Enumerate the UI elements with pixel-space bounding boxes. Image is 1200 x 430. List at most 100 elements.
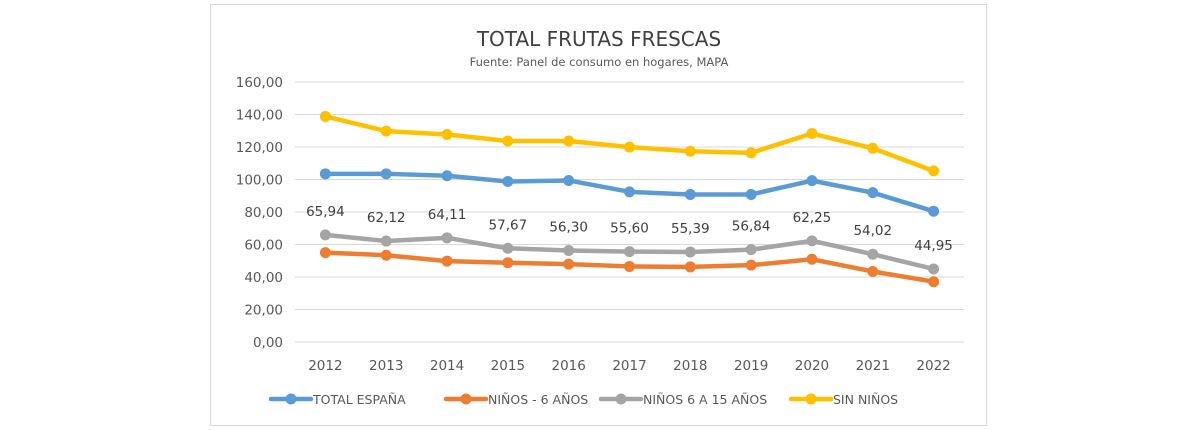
data-point <box>624 186 635 198</box>
data-point <box>928 165 940 177</box>
y-tick-label: 20,00 <box>244 303 283 319</box>
legend-label: SIN NIÑOS <box>833 392 898 407</box>
data-labels: 65,94 62,12 64,11 57,67 56,30 55,60 55,39 56,84… <box>306 204 953 254</box>
data-point <box>684 145 696 157</box>
data-point <box>806 128 818 140</box>
data-point <box>806 253 818 265</box>
data-point <box>867 265 879 277</box>
series-niños-6-años <box>319 247 940 288</box>
data-point <box>502 257 514 269</box>
legend-item: NIÑOS - 6 AÑOS <box>443 392 588 407</box>
data-point <box>441 232 453 244</box>
data-point <box>806 175 818 187</box>
y-tick-label: 80,00 <box>244 205 283 221</box>
data-label: 57,67 <box>489 217 528 233</box>
data-point <box>684 246 696 258</box>
data-point <box>867 248 879 260</box>
series-total-españa <box>319 168 940 217</box>
data-point <box>867 142 879 154</box>
x-tick-label: 2019 <box>734 358 768 374</box>
series-sin-niños <box>319 110 940 177</box>
data-point <box>928 205 940 217</box>
data-point <box>624 246 635 258</box>
data-point <box>624 260 635 272</box>
data-point <box>745 244 757 256</box>
gridlines <box>295 81 964 343</box>
x-tick-label: 2017 <box>612 358 646 374</box>
y-axis-tick-labels: 0,00 20,00 40,00 60,00 80,00 100,00 120,00 140,… <box>236 75 283 351</box>
data-label: 55,60 <box>610 221 649 237</box>
x-tick-label: 2018 <box>673 358 707 374</box>
x-tick-label: 2020 <box>795 358 829 374</box>
data-label: 62,25 <box>793 210 832 226</box>
chart-title: TOTAL FRUTAS FRESCAS <box>476 27 721 51</box>
x-tick-label: 2015 <box>491 358 525 374</box>
data-label: 56,84 <box>732 219 771 235</box>
y-tick-label: 40,00 <box>244 270 283 286</box>
data-point <box>441 128 453 140</box>
y-tick-label: 140,00 <box>236 108 283 124</box>
data-point <box>867 187 879 199</box>
line-chart: TOTAL FRUTAS FRESCAS Fuente: Panel de co… <box>236 27 964 407</box>
data-point <box>319 247 331 259</box>
data-point <box>380 235 392 247</box>
legend-item: TOTAL ESPAÑA <box>268 392 406 407</box>
data-point <box>806 235 818 247</box>
x-tick-label: 2022 <box>916 358 950 374</box>
series <box>319 110 940 288</box>
data-point <box>319 110 331 122</box>
data-point <box>928 263 940 275</box>
data-point <box>380 125 392 137</box>
y-tick-label: 0,00 <box>253 335 283 351</box>
legend-point-marker <box>615 393 627 405</box>
data-label: 65,94 <box>306 204 345 220</box>
legend-point-marker <box>285 393 297 405</box>
data-point <box>502 242 514 254</box>
x-tick-label: 2013 <box>369 358 403 374</box>
y-tick-label: 60,00 <box>244 238 283 254</box>
legend-label: TOTAL ESPAÑA <box>312 392 406 407</box>
legend-label: NIÑOS 6 A 15 AÑOS <box>643 392 767 407</box>
chart-subtitle: Fuente: Panel de consumo en hogares, MAP… <box>470 55 729 69</box>
data-label: 64,11 <box>428 207 467 223</box>
legend-item: SIN NIÑOS <box>788 392 898 407</box>
chart-frame: TOTAL FRUTAS FRESCAS Fuente: Panel de co… <box>210 4 987 426</box>
data-point <box>563 174 575 186</box>
data-label: 55,39 <box>671 221 710 237</box>
legend: TOTAL ESPAÑA NIÑOS - 6 AÑOS NIÑOS 6 A 15 A… <box>268 392 898 407</box>
y-tick-label: 120,00 <box>236 140 283 156</box>
data-point <box>563 245 575 257</box>
data-point <box>745 147 757 159</box>
y-tick-label: 100,00 <box>236 173 283 189</box>
y-tick-label: 160,00 <box>236 75 283 91</box>
data-point <box>563 258 575 270</box>
data-label: 44,95 <box>914 238 953 254</box>
data-point <box>745 188 757 200</box>
data-point <box>928 276 940 288</box>
data-label: 62,12 <box>367 210 406 226</box>
x-tick-label: 2014 <box>430 358 464 374</box>
x-tick-label: 2021 <box>856 358 890 374</box>
data-point <box>502 175 514 187</box>
data-point <box>745 259 757 271</box>
data-point <box>624 141 635 153</box>
data-point <box>380 249 392 261</box>
data-point <box>319 168 331 180</box>
data-label: 56,30 <box>549 220 588 236</box>
x-tick-label: 2016 <box>552 358 586 374</box>
x-tick-label: 2012 <box>308 358 342 374</box>
series-niños-6-a-15-años <box>319 229 940 275</box>
legend-point-marker <box>805 393 817 405</box>
data-point <box>563 135 575 147</box>
data-point <box>684 261 696 273</box>
data-point <box>441 255 453 267</box>
data-label: 54,02 <box>853 223 892 239</box>
data-point <box>441 170 453 182</box>
legend-item: NIÑOS 6 A 15 AÑOS <box>598 392 767 407</box>
x-axis-tick-labels: 2012 2013 2014 2015 2016 2017 2018 2019 2020 2021… <box>308 358 951 374</box>
data-point <box>380 168 392 180</box>
data-point <box>502 135 514 147</box>
legend-label: NIÑOS - 6 AÑOS <box>488 392 588 407</box>
legend-point-marker <box>460 393 472 405</box>
data-point <box>319 229 331 241</box>
